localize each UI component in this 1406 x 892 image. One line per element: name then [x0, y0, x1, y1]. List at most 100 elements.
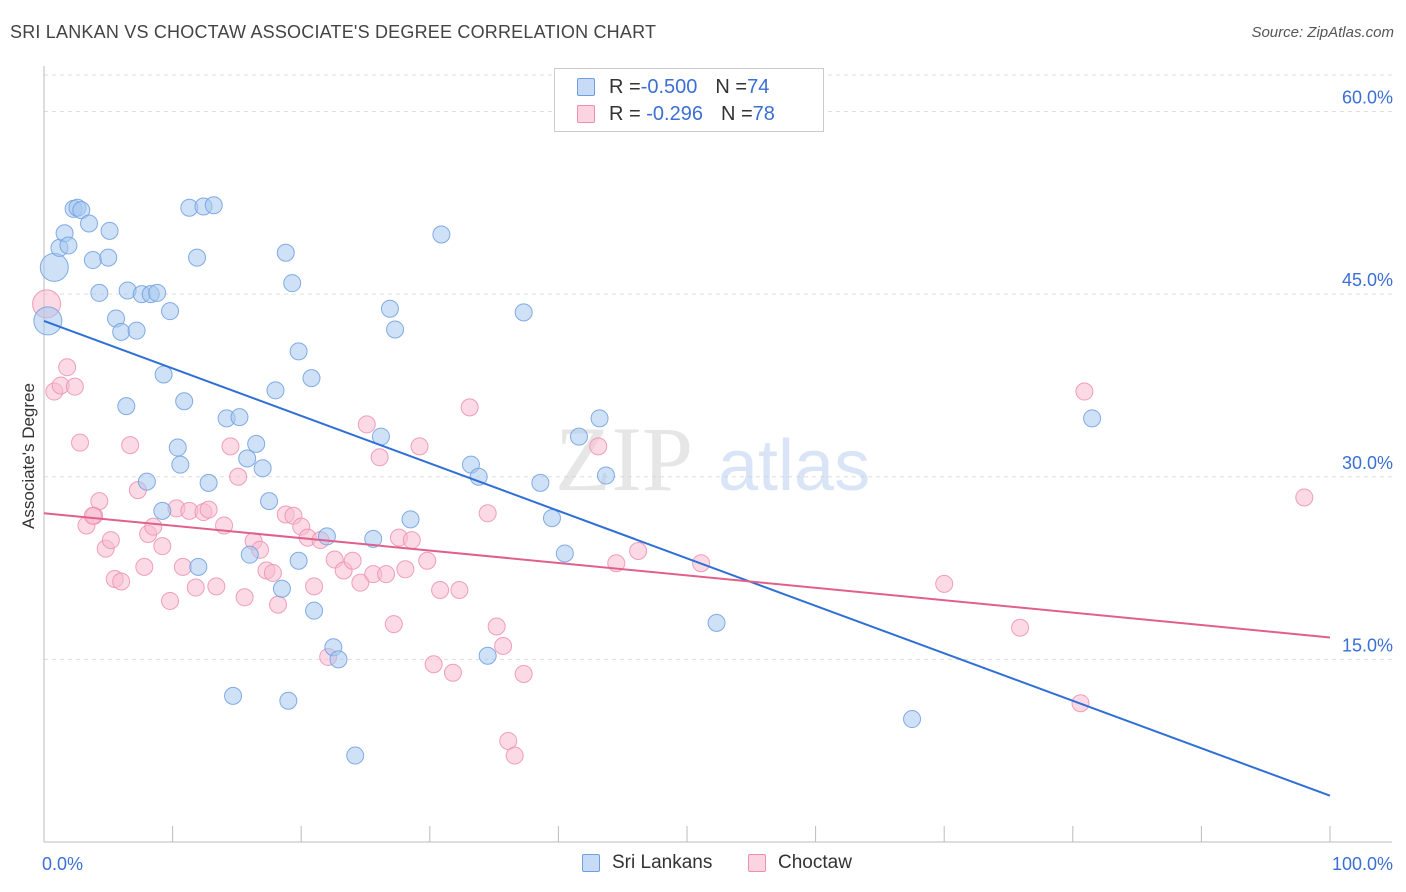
point-choctaw — [514, 664, 533, 683]
point-sri-lankans — [401, 510, 420, 529]
legend-n-label: N = — [720, 102, 753, 125]
point-sri-lankans — [238, 449, 257, 468]
point-sri-lankans — [386, 320, 405, 339]
point-choctaw — [101, 531, 120, 550]
point-sri-lankans — [531, 473, 550, 492]
point-sri-lankans — [112, 322, 131, 341]
point-choctaw — [199, 500, 218, 519]
point-sri-lankans — [364, 529, 383, 548]
series-swatch-blue — [582, 854, 600, 872]
point-sri-lankans — [154, 365, 173, 384]
trend-line-sri-lankans — [43, 319, 1331, 797]
legend-swatch-blue — [577, 78, 595, 96]
y-tick-label: 45.0% — [1342, 270, 1393, 290]
point-sri-lankans — [903, 710, 922, 729]
series-label-sri-lankans: Sri Lankans — [612, 852, 713, 873]
point-sri-lankans — [590, 409, 609, 428]
point-choctaw — [1075, 382, 1094, 401]
point-sri-lankans — [39, 252, 69, 282]
point-sri-lankans — [289, 551, 308, 570]
point-sri-lankans — [204, 196, 223, 215]
point-sri-lankans — [100, 221, 119, 240]
series-legend: Sri Lankans Choctaw — [0, 852, 1406, 878]
series-label-choctaw: Choctaw — [778, 852, 852, 873]
point-choctaw — [112, 572, 131, 591]
point-choctaw — [505, 746, 524, 765]
legend-n-value: 74 — [747, 75, 770, 98]
legend-r-value: -0.500 — [640, 75, 698, 98]
point-sri-lankans — [289, 342, 308, 361]
point-choctaw — [450, 580, 469, 599]
point-sri-lankans — [253, 459, 272, 478]
point-sri-lankans — [189, 557, 208, 576]
point-sri-lankans — [1083, 409, 1102, 428]
point-choctaw — [589, 437, 608, 456]
point-choctaw — [121, 436, 140, 455]
point-sri-lankans — [168, 438, 187, 457]
point-sri-lankans — [148, 283, 167, 302]
series-swatch-pink — [748, 854, 766, 872]
point-choctaw — [221, 437, 240, 456]
point-choctaw — [478, 504, 497, 523]
point-sri-lankans — [175, 392, 194, 411]
grid-layer — [44, 74, 1392, 660]
y-axis-label: Associate's Degree — [19, 383, 38, 529]
point-choctaw — [629, 542, 648, 561]
point-choctaw — [343, 551, 362, 570]
point-choctaw — [1295, 488, 1314, 507]
point-choctaw — [424, 655, 443, 674]
point-sri-lankans — [230, 408, 249, 427]
point-choctaw — [357, 415, 376, 434]
legend-swatch-pink — [577, 105, 595, 123]
point-sri-lankans — [302, 369, 321, 388]
point-sri-lankans — [555, 544, 574, 563]
chart-title: SRI LANKAN VS CHOCTAW ASSOCIATE'S DEGREE… — [10, 22, 657, 42]
point-choctaw — [173, 557, 192, 576]
source-label: Source: ZipAtlas.com — [1251, 24, 1394, 41]
y-tick-label: 60.0% — [1342, 88, 1393, 108]
point-choctaw — [494, 636, 513, 655]
point-sri-lankans — [305, 601, 324, 620]
points-layer — [32, 196, 1314, 765]
trend-layer — [43, 319, 1331, 797]
point-choctaw — [935, 574, 954, 593]
point-choctaw — [377, 565, 396, 584]
point-choctaw — [65, 377, 84, 396]
point-sri-lankans — [707, 613, 726, 632]
point-choctaw — [207, 577, 226, 596]
point-sri-lankans — [247, 434, 266, 453]
point-sri-lankans — [72, 201, 91, 220]
point-choctaw — [58, 358, 77, 377]
legend-row-sri-lankans: R = -0.500 N = 74 — [577, 75, 769, 99]
point-sri-lankans — [59, 236, 78, 255]
series-legend-sri-lankans: Sri Lankans — [582, 852, 712, 874]
y-tick-label: 15.0% — [1342, 635, 1393, 655]
point-sri-lankans — [432, 225, 451, 244]
legend-n-label: N = — [715, 75, 748, 98]
label-layer: 15.0% 30.0% 45.0% 60.0% 0.0% 100.0% Associate'… — [19, 88, 1393, 874]
point-sri-lankans — [596, 466, 615, 485]
point-choctaw — [71, 433, 90, 452]
point-sri-lankans — [478, 646, 497, 665]
axis-layer — [43, 66, 1392, 843]
point-sri-lankans — [137, 472, 156, 491]
point-choctaw — [1011, 618, 1030, 637]
point-sri-lankans — [329, 650, 348, 669]
point-choctaw — [135, 557, 154, 576]
point-sri-lankans — [80, 214, 99, 233]
point-choctaw — [161, 591, 180, 610]
correlation-legend: R = -0.500 N = 74 R = -0.296 N = 78 — [554, 68, 824, 132]
point-choctaw — [487, 617, 506, 636]
watermark-atlas: atlas — [718, 426, 870, 506]
point-choctaw — [431, 580, 450, 599]
point-sri-lankans — [127, 321, 146, 340]
point-sri-lankans — [161, 302, 180, 321]
point-sri-lankans — [99, 248, 118, 267]
watermark: ZIP atlas — [555, 408, 870, 510]
point-sri-lankans — [90, 283, 109, 302]
y-tick-label: 30.0% — [1342, 453, 1393, 473]
x-tick-label: 100.0% — [1332, 854, 1393, 874]
series-legend-choctaw: Choctaw — [748, 852, 852, 874]
legend-r-value: -0.296 — [640, 102, 703, 125]
